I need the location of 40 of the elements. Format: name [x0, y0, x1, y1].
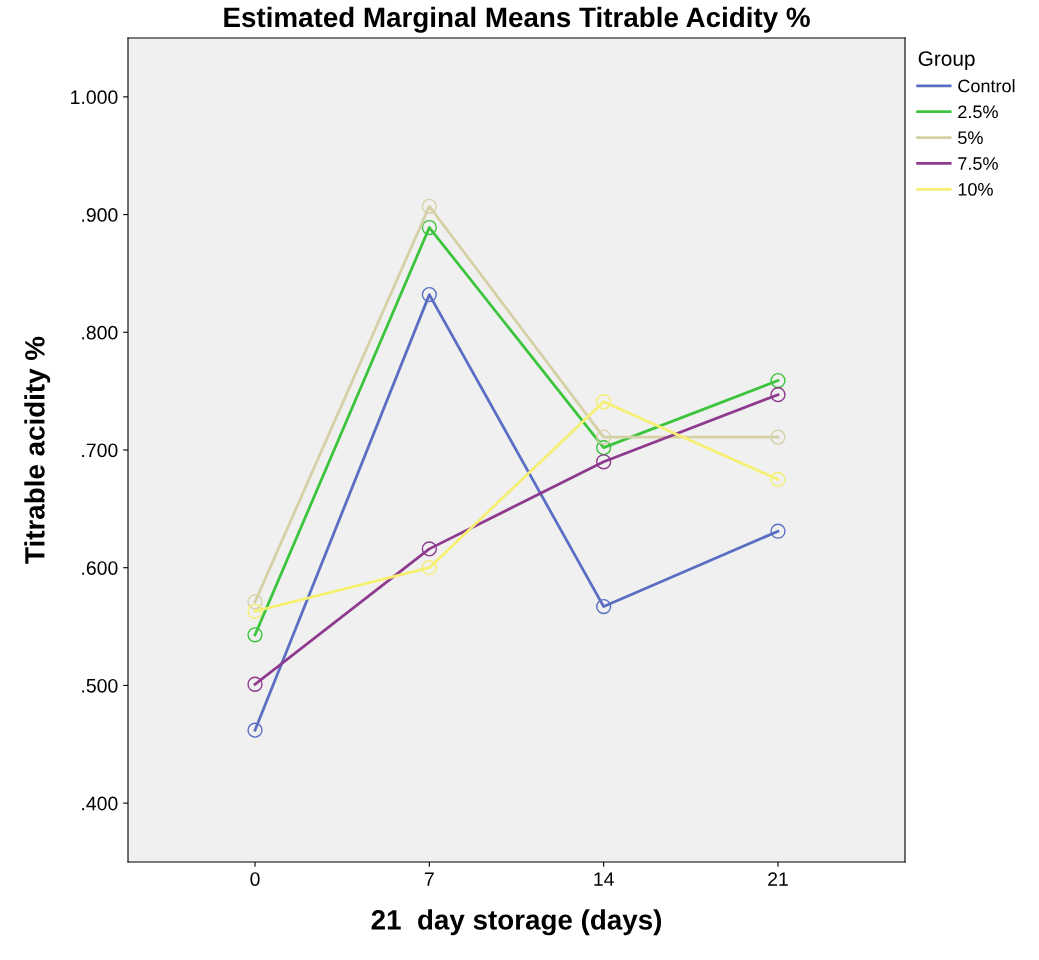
y-tick-label: .900 [82, 208, 118, 222]
y-tick-label: 1.000 [71, 90, 118, 105]
y-tick-label: .500 [82, 678, 118, 693]
y-tick-label: .800 [82, 325, 118, 340]
point [596, 454, 612, 470]
point [770, 372, 786, 389]
point [770, 429, 786, 445]
y-tick-label: .600 [82, 561, 118, 575]
x-axis-title: 21 day storage (days) [371, 909, 662, 936]
point [421, 286, 437, 303]
legend-title: Group [918, 51, 975, 71]
x-tick-label: 14 [594, 872, 614, 886]
point [596, 394, 612, 410]
y-axis-title: Titrable acidity % [24, 336, 51, 564]
point [770, 471, 786, 488]
point [247, 627, 263, 643]
y-tick-label: .700 [82, 443, 118, 458]
legend-label: 5% [958, 131, 983, 145]
point [770, 387, 786, 403]
legend-label: 2.5% [958, 105, 998, 119]
point [247, 603, 263, 619]
point [596, 598, 612, 615]
point [421, 560, 437, 576]
point [421, 198, 437, 214]
legend-label: 10% [958, 183, 993, 196]
point [247, 594, 263, 610]
x-tick-label: 7 [424, 872, 434, 886]
point [247, 676, 263, 692]
point [596, 440, 612, 456]
point [596, 429, 612, 445]
point [421, 219, 437, 236]
point [770, 523, 786, 539]
point [421, 541, 437, 557]
x-tick-label: 21 [768, 872, 788, 886]
point [247, 722, 263, 738]
legend-label: Control [958, 79, 1015, 93]
x-tick-label: 0 [250, 872, 260, 886]
y-tick-label: .400 [82, 796, 118, 811]
legend-label: 7.5% [958, 157, 998, 170]
chart-title: Estimated Marginal Means Titrable Acidity % [224, 6, 810, 33]
